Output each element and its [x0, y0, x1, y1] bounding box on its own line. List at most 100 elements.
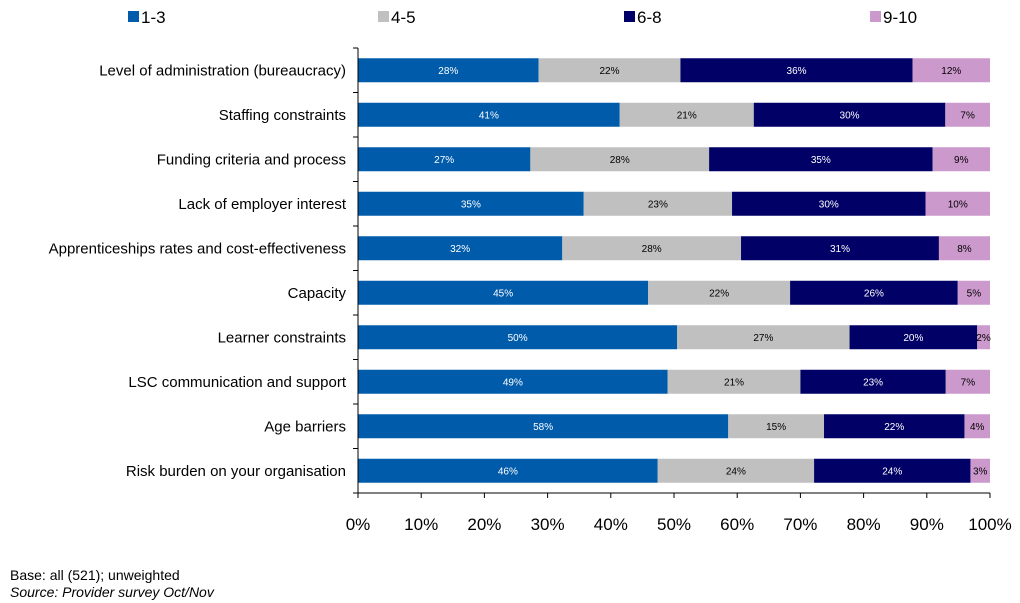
bar-segment — [970, 458, 990, 483]
data-label: 21% — [724, 377, 744, 388]
bar-segment — [358, 280, 649, 305]
x-tick-label: 70% — [783, 515, 817, 534]
data-label: 9% — [954, 155, 969, 166]
category-label: Age barriers — [264, 418, 346, 435]
data-label: 15% — [766, 422, 786, 433]
legend-label-4-5: 4-5 — [391, 8, 416, 27]
category-label: Funding criteria and process — [157, 151, 346, 168]
bar-segment — [667, 369, 801, 394]
bar-segment — [619, 102, 754, 127]
bar-segment — [358, 414, 729, 439]
data-label: 22% — [600, 66, 620, 77]
bar-segment — [790, 280, 958, 305]
source-note: Source: Provider survey Oct/Nov — [10, 584, 214, 600]
bar-segment — [358, 191, 584, 216]
bar-segment — [925, 191, 990, 216]
data-label: 24% — [726, 466, 746, 477]
bar-segment — [358, 147, 531, 172]
bar-segment — [814, 458, 971, 483]
data-label: 35% — [461, 199, 481, 210]
data-label: 41% — [479, 110, 499, 121]
data-label: 7% — [960, 110, 975, 121]
data-label: 22% — [884, 422, 904, 433]
data-label: 23% — [648, 199, 668, 210]
legend-swatch-1-3 — [128, 11, 139, 22]
bar-segment — [538, 58, 681, 83]
legend-label-6-8: 6-8 — [637, 8, 662, 27]
bar-segment — [680, 58, 913, 83]
x-tick-label: 80% — [847, 515, 881, 534]
legend-label-1-3: 1-3 — [141, 8, 166, 27]
data-label: 28% — [610, 155, 630, 166]
data-label: 10% — [948, 199, 968, 210]
data-label: 27% — [434, 155, 454, 166]
data-label: 5% — [967, 288, 982, 299]
legend-swatch-4-5 — [378, 11, 389, 22]
bar-segment — [732, 191, 926, 216]
bar-segment — [728, 414, 825, 439]
bar-segment — [358, 102, 620, 127]
bar-segment — [977, 325, 990, 350]
data-label: 3% — [973, 466, 988, 477]
data-label: 31% — [830, 244, 850, 255]
data-label: 27% — [753, 333, 773, 344]
bar-segment — [741, 236, 939, 261]
category-label: Capacity — [288, 285, 347, 302]
x-tick-label: 40% — [594, 515, 628, 534]
data-label: 50% — [508, 333, 528, 344]
x-tick-label: 50% — [657, 515, 691, 534]
data-label: 28% — [438, 66, 458, 77]
data-label: 30% — [840, 110, 860, 121]
bar-segment — [648, 280, 791, 305]
bar-segment — [709, 147, 933, 172]
data-label: 28% — [642, 244, 662, 255]
bar-segment — [945, 102, 990, 127]
x-tick-label: 100% — [968, 515, 1011, 534]
data-label: 8% — [957, 244, 972, 255]
x-tick-label: 0% — [346, 515, 371, 534]
data-label: 20% — [903, 333, 923, 344]
category-label: Staffing constraints — [219, 107, 346, 124]
data-label: 2% — [976, 333, 991, 344]
data-label: 46% — [498, 466, 518, 477]
bar-segment — [562, 236, 742, 261]
data-label: 26% — [864, 288, 884, 299]
bar-segment — [964, 414, 990, 439]
x-tick-label: 10% — [404, 515, 438, 534]
x-tick-label: 90% — [910, 515, 944, 534]
data-label: 21% — [677, 110, 697, 121]
data-label: 32% — [450, 244, 470, 255]
bar-segment — [938, 236, 990, 261]
base-note: Base: all (521); unweighted — [10, 567, 180, 583]
bar-segment — [824, 414, 965, 439]
x-tick-label: 30% — [531, 515, 565, 534]
data-label: 49% — [503, 377, 523, 388]
bar-segment — [957, 280, 990, 305]
data-label: 58% — [533, 422, 553, 433]
bar-segment — [753, 102, 946, 127]
category-label: Learner constraints — [218, 329, 346, 346]
bar-segment — [657, 458, 815, 483]
data-label: 4% — [970, 422, 985, 433]
bar-segment — [583, 191, 733, 216]
data-label: 45% — [493, 288, 513, 299]
data-label: 36% — [787, 66, 807, 77]
bar-segment — [358, 236, 563, 261]
bar-segment — [358, 325, 678, 350]
bars: 28% 22% 36% 12% 41% 21% 30% 7% 27% 28% 35% 9% 35% 23%… — [358, 58, 991, 483]
legend-swatch-9-10 — [870, 11, 881, 22]
category-label: Risk burden on your organisation — [126, 463, 346, 480]
bar-segment — [849, 325, 978, 350]
category-label: LSC communication and support — [128, 374, 346, 391]
bar-segment — [945, 369, 990, 394]
data-label: 30% — [819, 199, 839, 210]
data-label: 35% — [811, 155, 831, 166]
bar-segment — [358, 369, 668, 394]
axes: Level of administration (bureaucracy) Sta… — [49, 47, 1012, 534]
category-label: Lack of employer interest — [178, 196, 346, 213]
x-tick-label: 60% — [720, 515, 754, 534]
bar-segment — [800, 369, 946, 394]
legend-label-9-10: 9-10 — [883, 8, 917, 27]
legend: 1-3 4-5 6-8 9-10 — [128, 8, 917, 27]
